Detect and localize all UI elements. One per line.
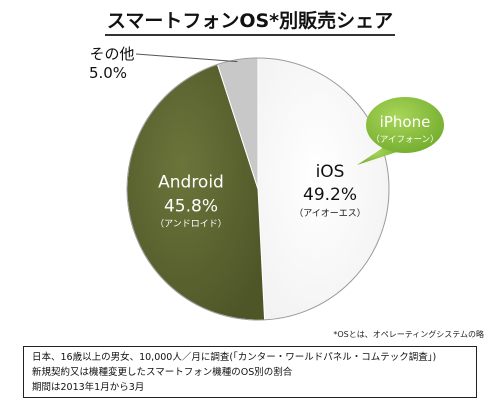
source-line-2: 新規契約又は機種変更したスマートフォン機種のOS別の割合 — [32, 367, 293, 378]
other-leader-line — [135, 53, 238, 63]
iphone-callout-bubble — [366, 97, 444, 153]
other-value-label: 5.0% — [89, 64, 127, 82]
android-value-label: 45.8% — [164, 196, 218, 216]
ios-reading-label: （アイオーエス） — [294, 208, 366, 219]
chart-title-text: スマートフォンOS*別販売シェア — [104, 6, 396, 36]
android-label: Android — [158, 172, 224, 192]
pie-outline — [126, 57, 390, 321]
android-reading-label: （アンドロイド） — [155, 218, 227, 229]
chart-title: スマートフォンOS*別販売シェア — [0, 6, 500, 36]
footnote: *OSとは、オペレーティングシステムの略 — [333, 330, 484, 339]
source-line-3: 期間は2013年1月から3月 — [32, 382, 145, 393]
other-label: その他 — [89, 45, 134, 63]
source-line-1: 日本、16歳以上の男女、10,000人／月に調査(「カンター・ワールドパネル・コ… — [32, 352, 437, 363]
ios-label: iOS — [316, 162, 345, 182]
ios-value-label: 49.2% — [303, 185, 357, 205]
iphone-callout-label: iPhone — [380, 113, 431, 131]
iphone-callout-reading: （アイフォーン） — [371, 134, 438, 145]
source-box: 日本、16歳以上の男女、10,000人／月に調査(「カンター・ワールドパネル・コ… — [23, 346, 477, 398]
